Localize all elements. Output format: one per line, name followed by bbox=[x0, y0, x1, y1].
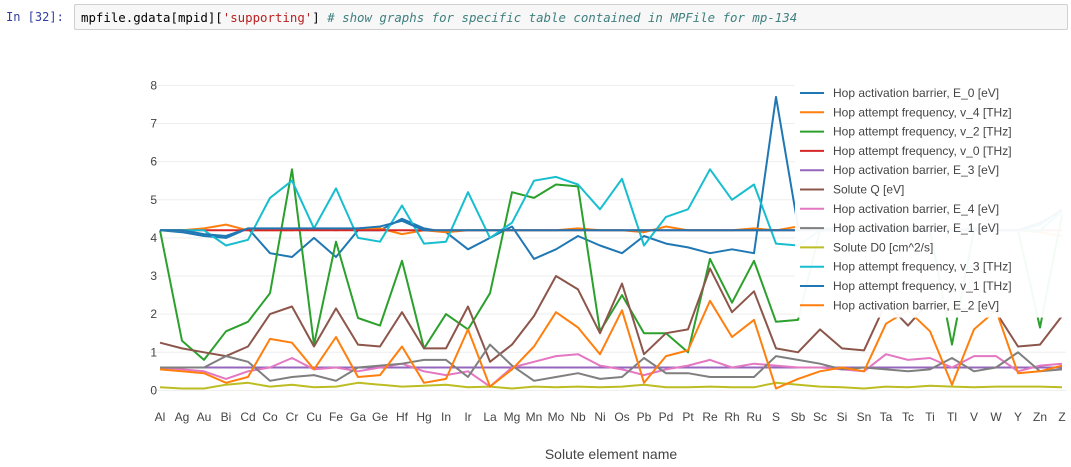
legend-entry[interactable]: Hop activation barrier, E_2 [eV] bbox=[833, 298, 999, 312]
code-comment: # show graphs for specific table contain… bbox=[327, 10, 798, 25]
x-tick-label: Pd bbox=[659, 410, 674, 424]
y-tick-label: 0 bbox=[150, 383, 157, 397]
y-tick-label: 2 bbox=[150, 307, 157, 321]
legend-entry[interactable]: Hop activation barrier, E_4 [eV] bbox=[833, 202, 999, 216]
legend-entry[interactable]: Hop attempt frequency, v_3 [THz] bbox=[833, 260, 1012, 274]
x-tick-label: Tl bbox=[947, 410, 957, 424]
x-tick-label: Ta bbox=[880, 410, 893, 424]
x-tick-label: S bbox=[772, 410, 780, 424]
x-tick-label: Ni bbox=[594, 410, 605, 424]
x-tick-label: Pb bbox=[637, 410, 652, 424]
x-tick-label: In bbox=[441, 410, 451, 424]
x-tick-label: Pt bbox=[682, 410, 694, 424]
legend-entry[interactable]: Hop activation barrier, E_3 [eV] bbox=[833, 163, 999, 177]
series-line bbox=[159, 353, 1063, 388]
x-tick-label: Z bbox=[1058, 410, 1065, 424]
y-tick-label: 4 bbox=[150, 231, 157, 245]
x-tick-label: Ga bbox=[350, 410, 366, 424]
y-tick-label: 1 bbox=[150, 345, 157, 359]
x-tick-label: Sb bbox=[791, 410, 806, 424]
x-tick-label: Cr bbox=[286, 410, 299, 424]
legend-entry[interactable]: Hop attempt frequency, v_2 [THz] bbox=[833, 125, 1012, 139]
y-tick-label: 8 bbox=[150, 78, 157, 92]
x-tick-label: Hg bbox=[416, 410, 431, 424]
x-tick-label: Mg bbox=[504, 410, 521, 424]
x-tick-label: V bbox=[970, 410, 978, 424]
code-text-post: ] bbox=[312, 10, 328, 25]
x-tick-label: Co bbox=[262, 410, 278, 424]
y-tick-label: 6 bbox=[150, 155, 157, 169]
notebook-input-cell: In [32]: mpfile.gdata[mpid]['supporting'… bbox=[0, 0, 1071, 38]
legend-background bbox=[795, 80, 1067, 318]
code-string: 'supporting' bbox=[222, 10, 313, 25]
legend-entry[interactable]: Hop attempt frequency, v_4 [THz] bbox=[833, 105, 1012, 119]
legend-entry[interactable]: Hop attempt frequency, v_1 [THz] bbox=[833, 279, 1012, 293]
x-tick-label: Re bbox=[702, 410, 718, 424]
legend-entry[interactable]: Hop activation barrier, E_0 [eV] bbox=[833, 86, 999, 100]
x-tick-label: Au bbox=[197, 410, 212, 424]
x-tick-label: Sc bbox=[813, 410, 827, 424]
x-tick-label: Fe bbox=[329, 410, 343, 424]
y-tick-label: 5 bbox=[150, 193, 157, 207]
cell-prompt: In [32]: bbox=[6, 10, 64, 24]
x-tick-label: Tc bbox=[902, 410, 914, 424]
legend-entry[interactable]: Solute Q [eV] bbox=[833, 183, 904, 197]
x-tick-label: Zn bbox=[1033, 410, 1047, 424]
line-chart: 0 1 2 3 4 5 6 7 8 Al Ag Au Bi Cd Co Cr Cu Fe Ga Ge Hf Hg In Ir… bbox=[150, 78, 1067, 462]
x-tick-label: Si bbox=[837, 410, 848, 424]
x-tick-label: Ti bbox=[925, 410, 935, 424]
x-tick-label: Os bbox=[614, 410, 629, 424]
x-tick-label: Ge bbox=[372, 410, 388, 424]
x-tick-label: Ag bbox=[175, 410, 190, 424]
legend: Hop activation barrier, E_0 [eV] Hop atte… bbox=[800, 86, 1012, 312]
x-tick-label: Cu bbox=[306, 410, 321, 424]
x-tick-label: Ru bbox=[746, 410, 761, 424]
x-tick-label: Mn bbox=[526, 410, 543, 424]
y-tick-label: 3 bbox=[150, 269, 157, 283]
series-line bbox=[159, 267, 1063, 363]
x-tick-label: Bi bbox=[221, 410, 232, 424]
x-tick-label: Cd bbox=[240, 410, 255, 424]
x-tick-label: Nb bbox=[570, 410, 586, 424]
legend-entry[interactable]: Hop activation barrier, E_1 [eV] bbox=[833, 221, 999, 235]
x-tick-label: Rh bbox=[724, 410, 739, 424]
series-line bbox=[160, 343, 1063, 382]
x-tick-label: La bbox=[483, 410, 497, 424]
x-tick-label: Al bbox=[155, 410, 166, 424]
x-tick-label: Sn bbox=[857, 410, 872, 424]
x-tick-label: Ir bbox=[464, 410, 471, 424]
x-tick-label: W bbox=[990, 410, 1002, 424]
x-tick-label: Y bbox=[1014, 410, 1022, 424]
x-tick-label: Hf bbox=[396, 410, 409, 424]
y-tick-label: 7 bbox=[150, 117, 157, 131]
x-axis-ticks: Al Ag Au Bi Cd Co Cr Cu Fe Ga Ge Hf Hg In Ir La Mg Mn Mo Nb… bbox=[155, 410, 1066, 424]
x-axis-title: Solute element name bbox=[545, 446, 678, 462]
x-tick-label: Mo bbox=[548, 410, 565, 424]
legend-entry[interactable]: Hop attempt frequency, v_0 [THz] bbox=[833, 144, 1012, 158]
code-text: mpfile.gdata[mpid][ bbox=[81, 10, 223, 25]
code-line: mpfile.gdata[mpid]['supporting'] # show … bbox=[81, 10, 797, 25]
legend-entry[interactable]: Solute D0 [cm^2/s] bbox=[833, 240, 933, 254]
series-line bbox=[159, 381, 1063, 390]
y-axis-ticks: 0 1 2 3 4 5 6 7 8 bbox=[150, 78, 157, 397]
code-input-area[interactable]: mpfile.gdata[mpid]['supporting'] # show … bbox=[74, 4, 1068, 30]
